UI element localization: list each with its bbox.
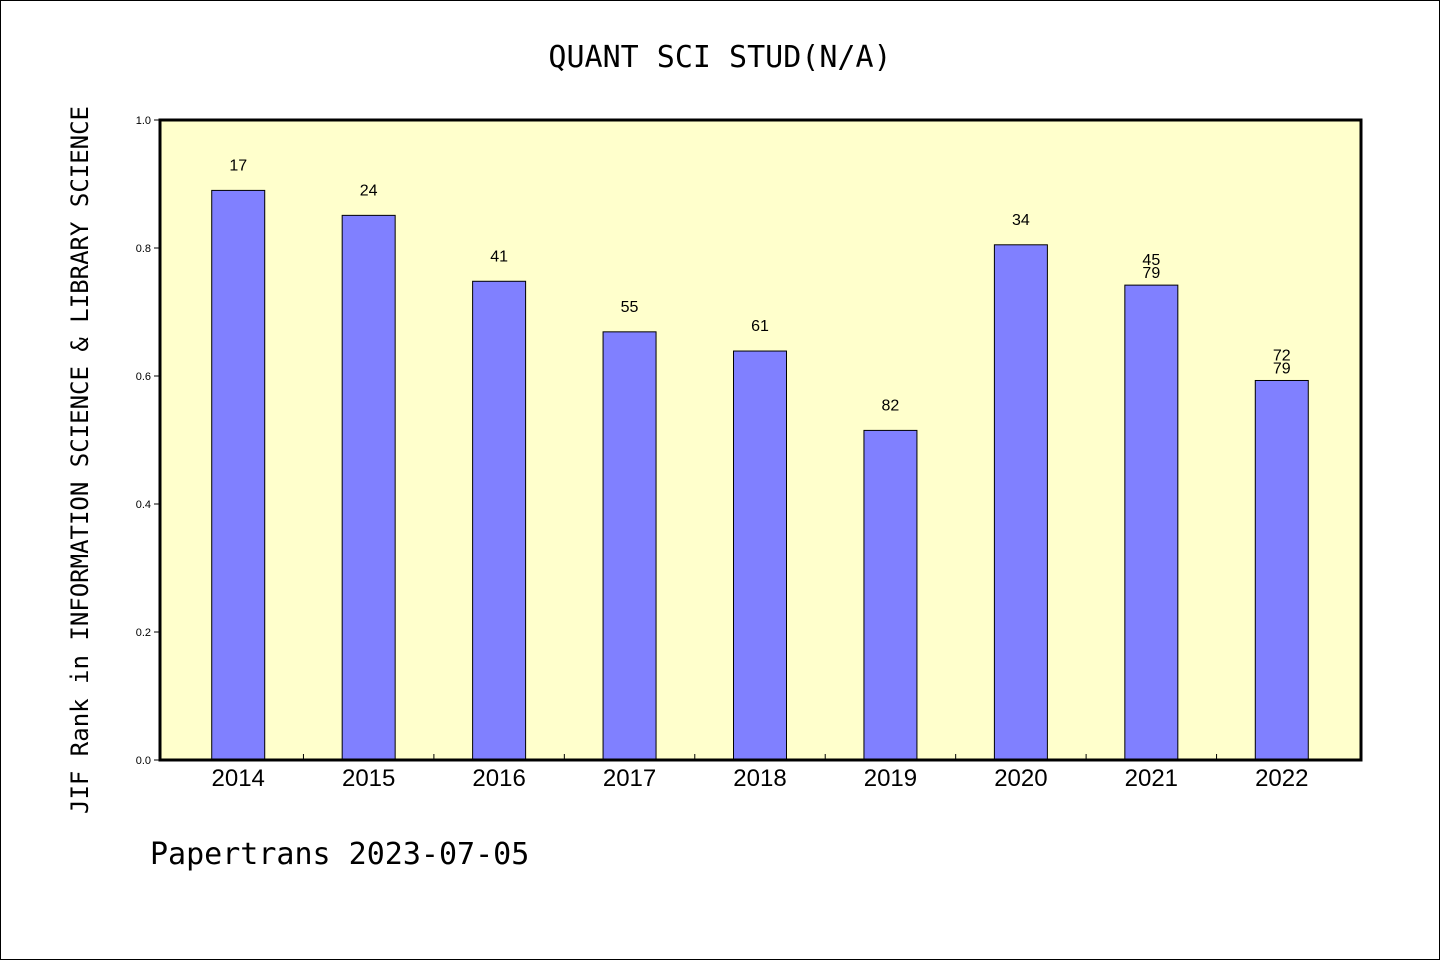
y-tick-label: 0.6 — [136, 371, 151, 383]
y-tick-label: 0.2 — [136, 627, 151, 639]
x-tick-label: 2018 — [733, 765, 786, 792]
bar-2021 — [1124, 284, 1179, 761]
data-label-rank: 17 — [229, 157, 247, 174]
bar-2017 — [602, 331, 657, 761]
bar-2019 — [863, 429, 918, 761]
y-tick-label: 0.4 — [136, 499, 151, 511]
data-label-rank: 34 — [1012, 212, 1030, 229]
y-tick-label: 1.0 — [136, 115, 151, 127]
data-label-rank: 45 — [1142, 252, 1160, 269]
x-tick-label: 2014 — [212, 765, 265, 792]
bar-2020 — [993, 244, 1048, 761]
bar-2015 — [341, 214, 396, 761]
bar-2018 — [733, 350, 787, 761]
x-tick-label: 2015 — [342, 765, 395, 792]
data-label-rank: 41 — [490, 248, 508, 265]
data-label-rank: 55 — [621, 299, 639, 316]
x-tick-label: 2016 — [472, 765, 525, 792]
axis-ticks: 2014 2015 2016 2017 2018 2019 2020 2021 2022 0.0 0… — [136, 115, 1309, 792]
data-label-total: 79 — [1273, 360, 1291, 377]
chart-title: QUANT SCI STUD(N/A) — [548, 40, 891, 75]
bar-2022 — [1254, 379, 1309, 761]
x-tick-label: 2017 — [603, 765, 656, 792]
data-label-rank: 61 — [751, 318, 769, 335]
bar-2016 — [472, 280, 527, 761]
x-tick-label: 2021 — [1125, 765, 1178, 792]
data-label-total: 79 — [1142, 265, 1160, 282]
y-tick-label: 0.0 — [136, 755, 151, 767]
x-tick-label: 2020 — [994, 765, 1047, 792]
x-tick-label: 2022 — [1255, 765, 1308, 792]
data-label-rank: 72 — [1273, 347, 1291, 364]
data-label-rank: 24 — [360, 182, 378, 199]
y-axis-label: JIF Rank in INFORMATION SCIENCE & LIBRAR… — [66, 106, 94, 814]
bar-2014 — [211, 189, 266, 761]
plot-border — [158, 118, 1363, 762]
footer-credit: Papertrans 2023-07-05 — [150, 837, 529, 872]
data-label-rank: 82 — [882, 397, 900, 414]
x-tick-label: 2019 — [864, 765, 917, 792]
y-tick-label: 0.8 — [136, 243, 151, 255]
